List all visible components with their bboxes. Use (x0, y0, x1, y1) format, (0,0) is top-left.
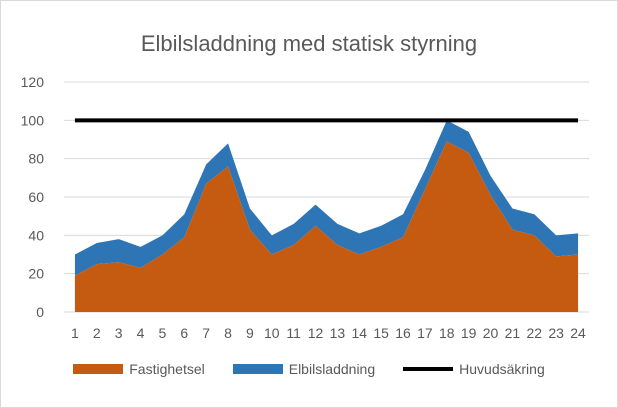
x-tick-label: 15 (373, 325, 389, 341)
x-tick-label: 13 (330, 325, 346, 341)
x-tick-label: 6 (180, 325, 188, 341)
legend-swatch-huvudsakring (403, 367, 454, 371)
x-tick-label: 10 (264, 325, 280, 341)
legend-label-elbilsladdning: Elbilsladdning (288, 361, 376, 377)
x-tick-label: 9 (246, 325, 254, 341)
x-tick-label: 4 (137, 325, 145, 341)
x-tick-label: 16 (395, 325, 411, 341)
x-tick-label: 22 (527, 325, 543, 341)
y-tick-label: 0 (36, 304, 44, 320)
x-tick-label: 5 (159, 325, 167, 341)
chart-legend: Fastighetsel Elbilsladdning Huvudsäkring (1, 361, 617, 377)
y-tick-label: 60 (28, 189, 44, 205)
x-tick-label: 21 (505, 325, 521, 341)
area-elbilsladdning (74, 120, 579, 276)
legend-entry-huvudsakring: Huvudsäkring (403, 361, 545, 377)
y-tick-label: 40 (28, 227, 44, 243)
legend-swatch-fastighetsel (73, 364, 124, 374)
legend-label-fastighetsel: Fastighetsel (129, 361, 205, 377)
x-tick-label: 11 (286, 325, 301, 341)
y-tick-label: 20 (28, 266, 44, 282)
area-fastighetsel (74, 141, 579, 312)
x-tick-label: 20 (483, 325, 499, 341)
x-tick-label: 7 (202, 325, 210, 341)
x-tick-label: 3 (115, 325, 123, 341)
x-tick-label: 19 (461, 325, 477, 341)
x-tick-label: 17 (417, 325, 433, 341)
y-tick-label: 120 (21, 74, 45, 90)
y-tick-label: 80 (28, 151, 44, 167)
x-tick-label: 24 (570, 325, 586, 341)
x-tick-label: 18 (439, 325, 455, 341)
chart-title: Elbilsladdning med statisk styrning (140, 31, 478, 56)
x-tick-label: 2 (93, 325, 101, 341)
legend-label-huvudsakring: Huvudsäkring (459, 361, 545, 377)
x-tick-label: 14 (352, 325, 368, 341)
x-tick-label: 23 (548, 325, 564, 341)
x-tick-label: 8 (224, 325, 232, 341)
legend-entry-elbilsladdning: Elbilsladdning (232, 361, 376, 377)
legend-entry-fastighetsel: Fastighetsel (73, 361, 205, 377)
x-tick-label: 12 (308, 325, 324, 341)
x-tick-label: 1 (71, 325, 79, 341)
legend-swatch-elbilsladdning (232, 364, 283, 374)
y-tick-label: 100 (21, 112, 45, 128)
